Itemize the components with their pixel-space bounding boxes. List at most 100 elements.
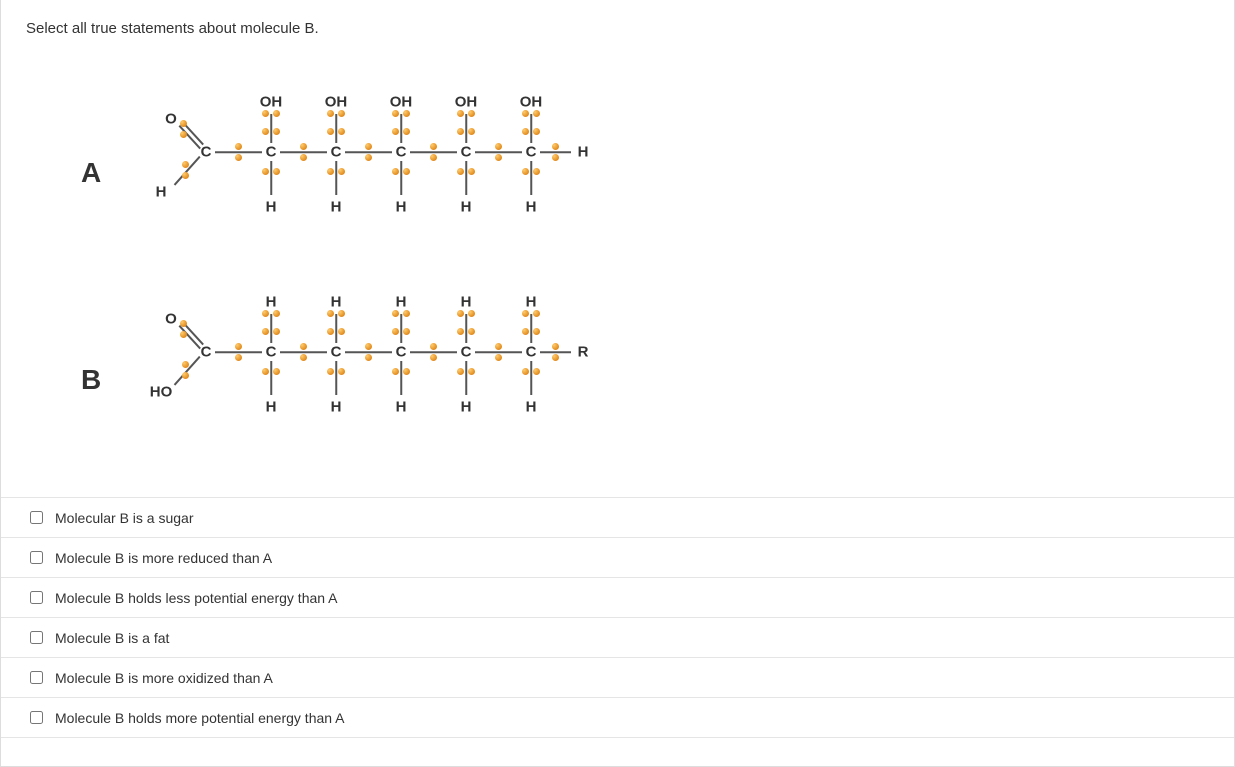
choice-row[interactable]: Molecule B is more oxidized than A [1,658,1234,698]
carbon-atom: C [461,144,472,161]
top-group-label: H [396,294,407,311]
electron-pair-icon [457,128,475,136]
bottom-group-label: H [331,399,342,416]
choice-checkbox[interactable] [30,631,43,644]
carbon-atom: C [201,344,212,361]
electron-pair-icon [327,328,345,336]
electron-pair-icon [457,368,475,376]
bottom-group-label: H [266,199,277,216]
electron-pair-icon [392,128,410,136]
carbon-atom: C [461,344,472,361]
choice-checkbox[interactable] [30,671,43,684]
bottom-group-label: H [526,199,537,216]
carbon-atom: C [526,344,537,361]
molecule-label-A: A [81,157,101,189]
electron-pair-icon [262,168,280,176]
carbon-atom: C [526,144,537,161]
choice-checkbox[interactable] [30,511,43,524]
choice-text: Molecule B is more reduced than A [55,550,272,566]
electron-pair-icon [365,143,373,161]
bond-line [465,161,467,195]
choice-row[interactable]: Molecule B is a fat [1,618,1234,658]
bottom-group-label: H [396,199,407,216]
bottom-group-label: H [331,199,342,216]
top-group-label: H [461,294,472,311]
bond-line [530,361,532,395]
electron-pair-icon [235,143,243,161]
right-end-atom: H [578,144,589,161]
electron-pair-icon [300,143,308,161]
top-group-label: H [526,294,537,311]
electron-pair-icon [262,110,280,118]
top-group-label: H [331,294,342,311]
choice-row[interactable]: Molecule B holds more potential energy t… [1,698,1234,738]
electron-pair-icon [552,143,560,161]
left-upper-atom: O [165,311,177,328]
choice-row[interactable]: Molecule B is more reduced than A [1,538,1234,578]
electron-pair-icon [392,368,410,376]
top-group-label: OH [520,94,543,111]
electron-pair-icon [457,328,475,336]
top-group-label: OH [455,94,478,111]
choice-row[interactable]: Molecular B is a sugar [1,498,1234,538]
left-lower-atom: HO [150,384,173,401]
choice-checkbox[interactable] [30,711,43,724]
choice-checkbox[interactable] [30,551,43,564]
electron-pair-icon [430,343,438,361]
electron-pair-icon [327,128,345,136]
bottom-group-label: H [396,399,407,416]
electron-pair-icon [392,110,410,118]
bond-line [335,161,337,195]
electron-pair-icon [182,361,190,379]
bond-line [400,161,402,195]
electron-pair-icon [457,310,475,318]
question-panel: Select all true statements about molecul… [0,0,1235,767]
electron-pair-icon [392,168,410,176]
electron-pair-icon [262,328,280,336]
electron-pair-icon [327,368,345,376]
choice-text: Molecule B holds less potential energy t… [55,590,338,606]
carbon-atom: C [331,144,342,161]
electron-pair-icon [430,143,438,161]
top-group-label: OH [325,94,348,111]
answer-choices: Molecular B is a sugar Molecule B is more… [1,497,1234,738]
top-group-label: OH [260,94,283,111]
electron-pair-icon [300,343,308,361]
top-group-label: OH [390,94,413,111]
electron-pair-icon [522,368,540,376]
bond-line [465,361,467,395]
choice-text: Molecular B is a sugar [55,510,194,526]
bond-line [335,361,337,395]
choice-text: Molecule B holds more potential energy t… [55,710,345,726]
electron-pair-icon [495,143,503,161]
molecule-diagram: ABCCCCCCOHHOHHOHHOHHOHHOHHCCCCCCHHHHHHHH… [36,57,736,477]
electron-pair-icon [262,368,280,376]
electron-pair-icon [522,328,540,336]
carbon-atom: C [396,144,407,161]
left-lower-atom: H [156,184,167,201]
bottom-group-label: H [526,399,537,416]
bond-line [400,361,402,395]
electron-pair-icon [235,343,243,361]
electron-pair-icon [522,168,540,176]
electron-pair-icon [457,168,475,176]
bottom-group-label: H [266,399,277,416]
electron-pair-icon [262,128,280,136]
bond-line [270,161,272,195]
top-group-label: H [266,294,277,311]
carbon-atom: C [266,344,277,361]
electron-pair-icon [327,110,345,118]
carbon-atom: C [201,144,212,161]
choice-row[interactable]: Molecule B holds less potential energy t… [1,578,1234,618]
electron-pair-icon [522,110,540,118]
bottom-group-label: H [461,399,472,416]
right-end-atom: R [578,344,589,361]
choice-checkbox[interactable] [30,591,43,604]
electron-pair-icon [327,168,345,176]
electron-pair-icon [522,128,540,136]
carbon-atom: C [396,344,407,361]
bond-line [270,361,272,395]
electron-pair-icon [262,310,280,318]
bottom-group-label: H [461,199,472,216]
electron-pair-icon [392,310,410,318]
